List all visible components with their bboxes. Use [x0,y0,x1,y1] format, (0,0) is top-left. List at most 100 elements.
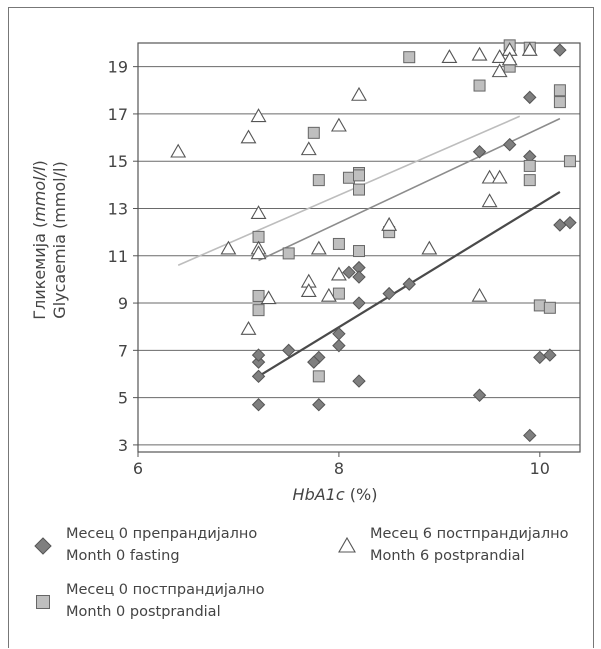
point-month0-postprandial [307,126,320,139]
point-month0-fasting [312,398,326,412]
point-month6-postprandial [491,169,508,184]
legend-label-m0post-en: Month 0 postprandial [66,604,221,620]
point-month6-postprandial [330,266,347,281]
point-month0-fasting [502,137,517,152]
point-month0-postprandial [523,159,536,172]
point-month6-postprandial [481,169,498,184]
point-month0-postprandial [353,245,365,258]
x-axis-title: HbA1c (%) [293,485,378,504]
x-tick-label: 10 [530,459,550,478]
point-month0-fasting [352,296,366,310]
point-month0-fasting [553,218,567,232]
figure-frame [8,7,594,648]
legend-label-fasting-sr: Месец 0 препрандијално [66,526,258,542]
y-tick-label: 9 [118,294,128,313]
point-month6-postprandial [260,290,277,305]
trendline [177,115,521,266]
point-month0-postprandial [312,174,325,187]
y-tick-label: 3 [118,436,128,455]
point-month6-postprandial [471,46,488,61]
point-month6-postprandial [240,320,257,335]
point-month0-fasting [251,348,266,362]
point-month6-postprandial [310,240,327,255]
point-month6-postprandial [471,287,488,302]
point-month0-fasting [307,355,321,369]
point-month0-fasting [472,145,487,159]
point-month0-fasting [472,388,487,402]
point-month0-fasting [563,215,577,230]
diamond-marker-icon [34,537,52,555]
point-month0-postprandial [553,84,566,97]
point-month6-postprandial [170,143,187,158]
point-month0-postprandial [312,370,325,383]
y-tick-label: 19 [108,58,128,77]
point-month6-postprandial [421,240,438,255]
point-month0-postprandial [473,79,486,92]
scatter-chart: 3 5 7 9 11 13 15 17 19 6 8 10 HbA1c (%) Гликемија (… [30,39,581,504]
legend-label-m6post-en: Month 6 postprandial [370,548,525,564]
y-tick-label: 17 [108,105,128,124]
point-month0-fasting [402,277,416,291]
plot-frame [137,42,581,453]
x-tick-label: 6 [133,459,143,478]
x-tick-label: 8 [334,459,344,478]
point-month0-postprandial [403,51,416,64]
point-month0-postprandial [252,304,265,317]
point-month6-postprandial [330,117,347,132]
point-month0-postprandial [533,299,546,312]
y-tick-label: 7 [118,341,128,360]
point-month0-postprandial [353,169,365,182]
point-month0-fasting [543,348,557,362]
point-month6-postprandial [491,63,508,78]
point-month0-fasting [251,369,266,384]
point-month0-fasting [332,327,346,341]
point-month0-fasting [342,265,356,280]
point-month0-postprandial [332,237,345,250]
point-month0-fasting [281,343,296,358]
point-month6-postprandial [300,141,317,156]
point-month6-postprandial [521,41,538,56]
point-month6-postprandial [491,49,508,63]
point-month0-postprandial [282,247,295,260]
data-points [170,39,577,443]
point-month6-postprandial [320,287,337,302]
point-month0-postprandial [523,174,536,187]
point-month6-postprandial [300,283,317,298]
point-month0-postprandial [332,287,345,300]
point-month0-postprandial [353,183,365,196]
y-tick-label: 5 [118,389,128,408]
square-marker-icon [36,595,50,609]
point-month0-postprandial [543,301,556,314]
point-month6-postprandial [250,205,267,220]
point-month6-postprandial [250,108,267,123]
point-month0-postprandial [252,289,265,302]
point-month6-postprandial [381,216,398,231]
point-month0-fasting [523,90,537,105]
legend-label-m6post-sr: Месец 6 постпрандијално [370,526,569,542]
y-tick-label: 11 [108,247,128,266]
y-axis-title-line1: Гликемија (mmol/l) [30,160,49,319]
y-tick-label: 15 [108,152,128,171]
y-tick-label: 13 [108,199,128,218]
point-month0-postprandial [553,96,566,109]
trendline [258,117,561,262]
y-axis-title-line2: Glycaemia (mmol/l) [50,161,69,318]
trend-lines [177,115,561,378]
point-month6-postprandial [481,193,498,208]
point-month0-fasting [251,355,266,369]
point-month0-fasting [352,374,366,388]
point-month0-fasting [553,43,567,57]
legend-label-m0post-sr: Месец 0 постпрандијално [66,582,265,598]
point-month0-fasting [382,286,396,301]
point-month6-postprandial [240,129,257,144]
point-month0-fasting [332,338,346,353]
point-month0-fasting [251,398,266,412]
point-month0-fasting [352,270,366,284]
point-month0-fasting [523,428,537,443]
point-month6-postprandial [220,240,237,255]
axis-ticks: 3 5 7 9 11 13 15 17 19 6 8 10 [108,58,550,478]
point-month6-postprandial [441,49,458,63]
point-month6-postprandial [501,51,518,66]
point-month6-postprandial [250,245,267,260]
point-month0-postprandial [563,155,576,168]
